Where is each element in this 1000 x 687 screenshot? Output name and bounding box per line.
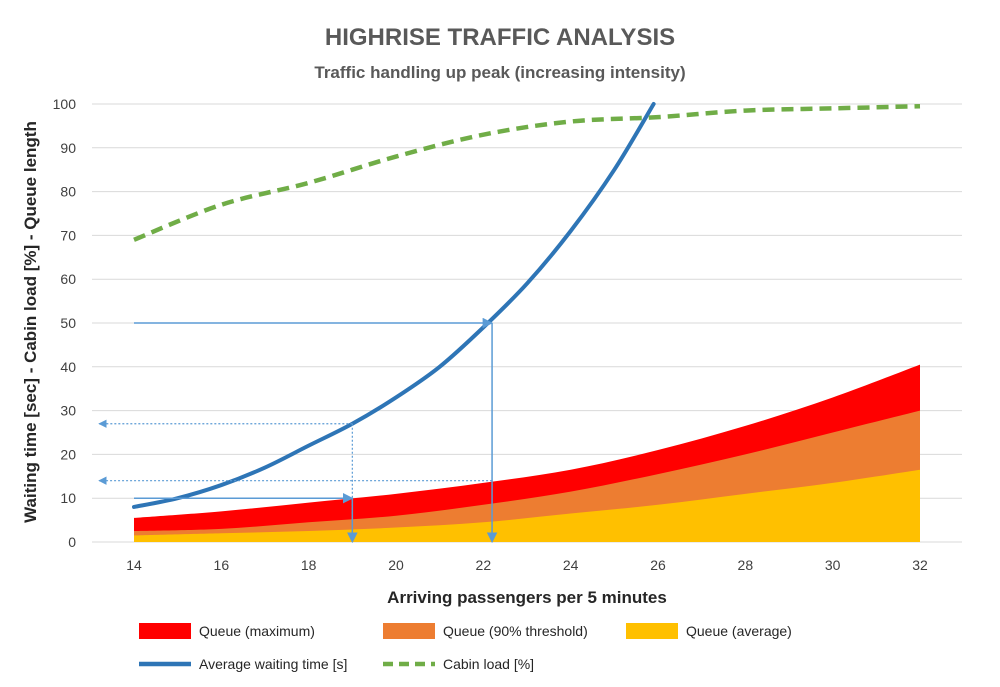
y-tick-0: 0 bbox=[68, 534, 76, 550]
y-tick-90: 90 bbox=[60, 140, 76, 156]
y-tick-10: 10 bbox=[60, 490, 76, 506]
line-cabin-load bbox=[133, 103, 921, 242]
legend-swatch-queue-average bbox=[626, 623, 678, 639]
legend-label-average-waiting-time-s: Average waiting time [s] bbox=[199, 656, 347, 672]
x-axis-title: Arriving passengers per 5 minutes bbox=[387, 588, 667, 607]
y-tick-20: 20 bbox=[60, 446, 76, 462]
legend-label-queue-average: Queue (average) bbox=[686, 623, 792, 639]
y-tick-60: 60 bbox=[60, 271, 76, 287]
x-tick-24: 24 bbox=[563, 557, 579, 573]
y-tick-70: 70 bbox=[60, 227, 76, 243]
legend-label-cabin-load: Cabin load [%] bbox=[443, 656, 534, 672]
chart-subtitle: Traffic handling up peak (increasing int… bbox=[314, 63, 685, 82]
legend-label-queue-maximum: Queue (maximum) bbox=[199, 623, 315, 639]
x-tick-labels: 14 16 18 20 22 24 26 28 30 32 bbox=[126, 557, 928, 573]
legend: Queue (maximum) Queue (90% threshold) Queu… bbox=[139, 623, 792, 672]
y-tick-30: 30 bbox=[60, 403, 76, 419]
x-tick-14: 14 bbox=[126, 557, 142, 573]
line-average-waiting-time-s bbox=[132, 102, 656, 509]
area-series bbox=[134, 364, 920, 542]
y-tick-50: 50 bbox=[60, 315, 76, 331]
legend-label-queue-90-threshold: Queue (90% threshold) bbox=[443, 623, 588, 639]
x-tick-16: 16 bbox=[214, 557, 230, 573]
x-tick-20: 20 bbox=[388, 557, 404, 573]
annotation-arrows bbox=[98, 317, 498, 544]
x-tick-18: 18 bbox=[301, 557, 317, 573]
legend-swatch-queue-maximum bbox=[139, 623, 191, 639]
line-series bbox=[132, 102, 921, 509]
y-axis-title: Waiting time [sec] - Cabin load [%] - Qu… bbox=[21, 121, 40, 523]
x-tick-22: 22 bbox=[476, 557, 492, 573]
x-tick-26: 26 bbox=[650, 557, 666, 573]
x-tick-28: 28 bbox=[738, 557, 754, 573]
y-tick-labels: 0 10 20 30 40 50 60 70 80 90 100 bbox=[53, 96, 77, 550]
legend-swatch-queue-90-threshold bbox=[383, 623, 435, 639]
y-tick-40: 40 bbox=[60, 359, 76, 375]
x-tick-32: 32 bbox=[912, 557, 928, 573]
area-queue-average bbox=[134, 469, 920, 542]
x-tick-30: 30 bbox=[825, 557, 841, 573]
y-tick-80: 80 bbox=[60, 184, 76, 200]
chart-title: HIGHRISE TRAFFIC ANALYSIS bbox=[325, 24, 675, 51]
y-tick-100: 100 bbox=[53, 96, 77, 112]
